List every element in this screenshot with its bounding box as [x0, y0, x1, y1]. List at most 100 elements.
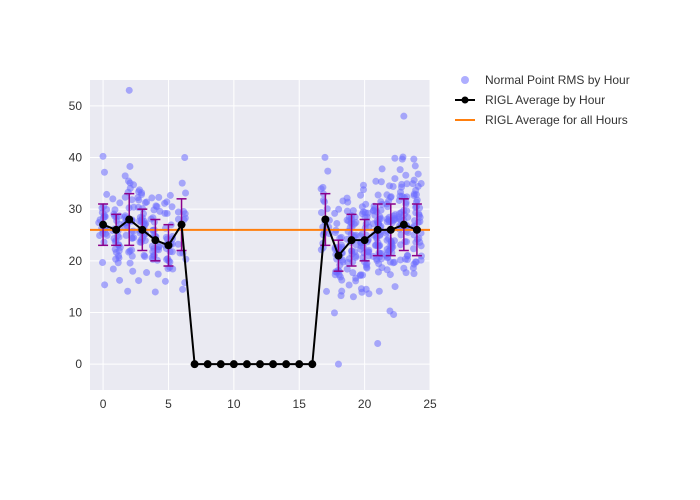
- rigl-hour-marker: [282, 360, 290, 368]
- scatter-point: [413, 258, 420, 265]
- scatter-point: [410, 156, 417, 163]
- scatter-point: [112, 256, 119, 263]
- legend-label: Normal Point RMS by Hour: [485, 73, 630, 87]
- scatter-point: [134, 194, 141, 201]
- scatter-point: [402, 172, 409, 179]
- scatter-outlier: [400, 113, 407, 120]
- scatter-point: [101, 211, 108, 218]
- scatter-point: [164, 210, 171, 217]
- scatter-point: [319, 184, 326, 191]
- rigl-hour-marker: [321, 216, 329, 224]
- y-tick-label: 50: [69, 99, 83, 113]
- rigl-hour-marker: [217, 360, 225, 368]
- scatter-point: [363, 265, 370, 272]
- scatter-point: [365, 290, 372, 297]
- scatter-point: [124, 288, 131, 295]
- scatter-point: [109, 195, 116, 202]
- scatter-point: [100, 239, 107, 246]
- scatter-point: [373, 242, 380, 249]
- rigl-hour-marker: [269, 360, 277, 368]
- rigl-hour-marker: [164, 241, 172, 249]
- scatter-point: [387, 271, 394, 278]
- scatter-point: [321, 198, 328, 205]
- scatter-point: [352, 219, 359, 226]
- scatter-point: [346, 281, 353, 288]
- scatter-point: [143, 269, 150, 276]
- scatter-point: [379, 165, 386, 172]
- scatter-point: [101, 169, 108, 176]
- scatter-point: [142, 199, 149, 206]
- scatter-point: [390, 311, 397, 318]
- scatter-outlier: [374, 340, 381, 347]
- scatter-point: [130, 228, 137, 235]
- scatter-outlier: [126, 87, 133, 94]
- scatter-point: [129, 268, 136, 275]
- rigl-hour-marker: [191, 360, 199, 368]
- legend-label: RIGL Average by Hour: [485, 93, 605, 107]
- scatter-point: [413, 191, 420, 198]
- scatter-point: [360, 182, 367, 189]
- scatter-point: [323, 288, 330, 295]
- scatter-point: [397, 166, 404, 173]
- scatter-point: [122, 172, 129, 179]
- scatter-point: [386, 247, 393, 254]
- rigl-hour-marker: [387, 226, 395, 234]
- scatter-point: [168, 203, 175, 210]
- scatter-point: [148, 194, 155, 201]
- rigl-hour-marker: [334, 252, 342, 260]
- scatter-point: [182, 215, 189, 222]
- scatter-point: [141, 253, 148, 260]
- scatter-point: [181, 154, 188, 161]
- scatter-point: [152, 288, 159, 295]
- scatter-point: [110, 266, 117, 273]
- rigl-hour-marker: [413, 226, 421, 234]
- scatter-point: [349, 269, 356, 276]
- scatter-point: [357, 272, 364, 279]
- rigl-hour-marker: [374, 226, 382, 234]
- scatter-point: [130, 234, 137, 241]
- x-tick-label: 20: [358, 397, 372, 411]
- scatter-point: [350, 293, 357, 300]
- scatter-point: [321, 154, 328, 161]
- scatter-point: [100, 153, 107, 160]
- scatter-point: [324, 168, 331, 175]
- scatter-point: [375, 192, 382, 199]
- scatter-point: [417, 214, 424, 221]
- rigl-hour-marker: [230, 360, 238, 368]
- scatter-point: [398, 184, 405, 191]
- scatter-point: [378, 178, 385, 185]
- scatter-point: [163, 198, 170, 205]
- scatter-point: [103, 191, 110, 198]
- scatter-point: [127, 260, 134, 267]
- scatter-point: [399, 156, 406, 163]
- y-tick-label: 10: [69, 306, 83, 320]
- rigl-hour-marker: [125, 216, 133, 224]
- rigl-hour-marker: [361, 236, 369, 244]
- scatter-point: [335, 206, 342, 213]
- scatter-point: [389, 219, 396, 226]
- scatter-point: [415, 171, 422, 178]
- rigl-hour-marker: [151, 236, 159, 244]
- scatter-point: [135, 277, 142, 284]
- scatter-point: [392, 283, 399, 290]
- rigl-hour-marker: [308, 360, 316, 368]
- x-tick-label: 25: [423, 397, 437, 411]
- scatter-outlier: [335, 361, 342, 368]
- scatter-point: [362, 201, 369, 208]
- x-tick-label: 0: [100, 397, 107, 411]
- scatter-point: [155, 271, 162, 278]
- legend-label: RIGL Average for all Hours: [485, 113, 628, 127]
- scatter-point: [338, 288, 345, 295]
- y-tick-label: 20: [69, 254, 83, 268]
- scatter-point: [378, 207, 385, 214]
- x-tick-label: 10: [227, 397, 241, 411]
- legend-item: Normal Point RMS by Hour: [461, 73, 630, 87]
- legend-marker-scatter: [461, 76, 469, 84]
- scatter-point: [391, 155, 398, 162]
- y-tick-label: 0: [75, 357, 82, 371]
- scatter-point: [179, 286, 186, 293]
- rigl-hour-marker: [112, 226, 120, 234]
- rigl-hour-marker: [204, 360, 212, 368]
- scatter-point: [166, 264, 173, 271]
- scatter-point: [412, 162, 419, 169]
